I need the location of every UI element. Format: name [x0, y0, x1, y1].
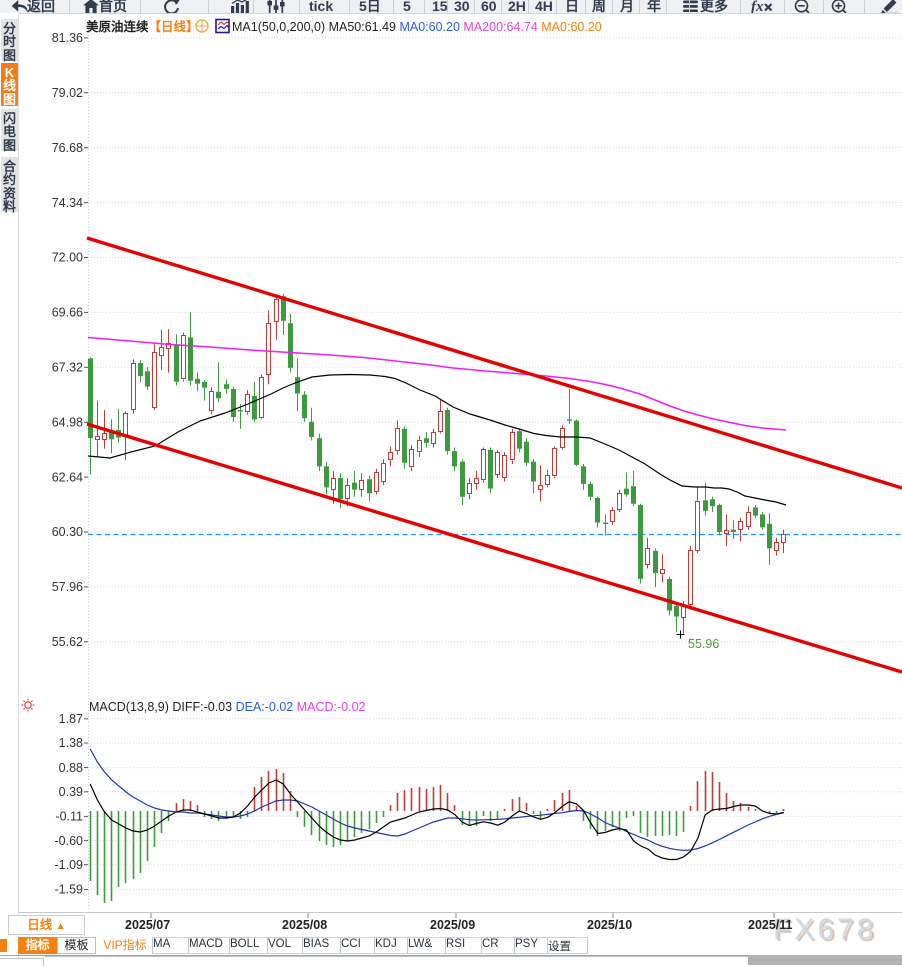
svg-text:1.38: 1.38 [59, 736, 83, 750]
svg-text:55.96: 55.96 [688, 637, 719, 651]
svg-text:0.39: 0.39 [59, 785, 83, 799]
svg-text:62.64: 62.64 [52, 470, 83, 484]
svg-text:67.32: 67.32 [52, 361, 83, 375]
svg-text:fx: fx [751, 0, 764, 13]
svg-text:69.66: 69.66 [52, 306, 83, 320]
svg-text:79.02: 79.02 [52, 86, 83, 100]
svg-text:-0.11: -0.11 [55, 810, 83, 824]
svg-text:MACD(13,8,9) DIFF:-0.03 DEA:-: MACD(13,8,9) DIFF:-0.03 DEA:-0.02 MACD:-… [89, 700, 366, 714]
svg-text:55.62: 55.62 [52, 635, 83, 649]
svg-text:0.88: 0.88 [59, 761, 83, 775]
svg-text:1.87: 1.87 [59, 712, 83, 726]
svg-text:-1.09: -1.09 [55, 858, 84, 872]
svg-text:57.96: 57.96 [52, 580, 83, 594]
svg-text:81.36: 81.36 [52, 31, 83, 45]
svg-text:MA1(50,0,200,0) MA50:61.49 M: MA1(50,0,200,0) MA50:61.49 MA0:60.20 MA2… [232, 20, 602, 34]
svg-text:美原油连续【日线】: 美原油连续【日线】 [86, 19, 199, 34]
svg-text:60.30: 60.30 [52, 525, 83, 539]
svg-text:76.68: 76.68 [52, 141, 83, 155]
svg-text:64.98: 64.98 [52, 415, 83, 429]
svg-text:-1.59: -1.59 [55, 883, 84, 897]
svg-text:-0.60: -0.60 [55, 834, 84, 848]
svg-text:74.34: 74.34 [52, 196, 83, 210]
svg-text:72.00: 72.00 [52, 251, 83, 265]
